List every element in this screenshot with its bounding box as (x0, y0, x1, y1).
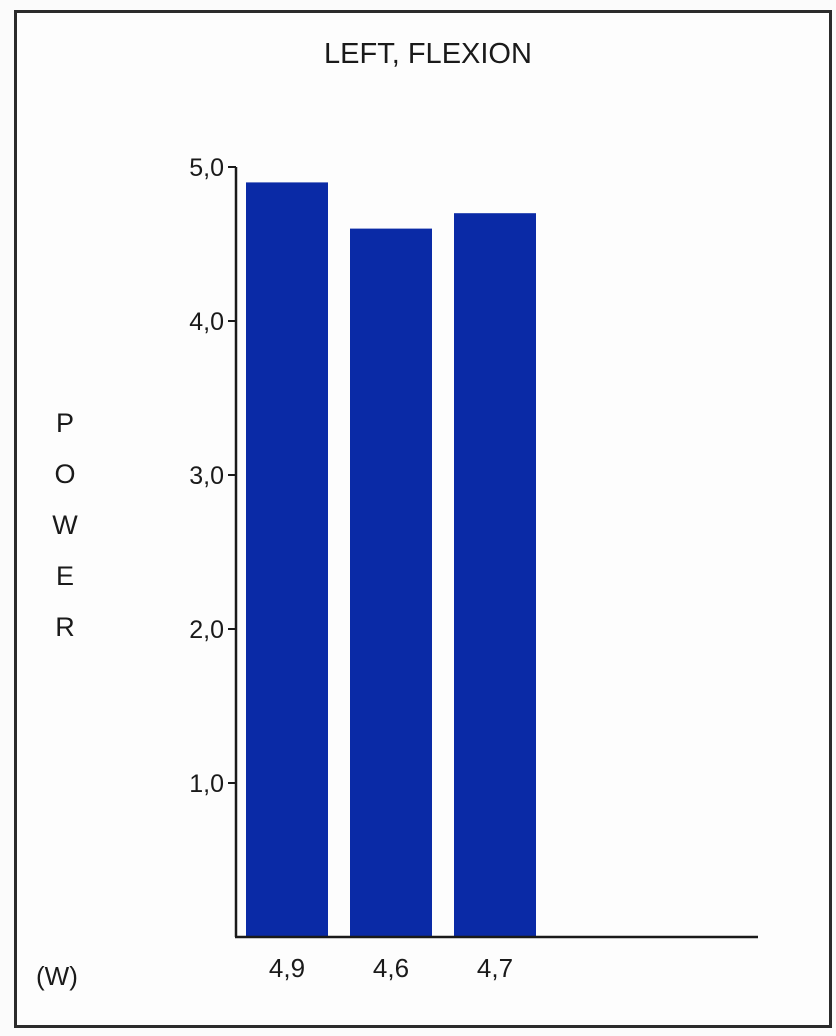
y-tick-label: 1,0 (189, 770, 224, 798)
y-tick-label: 2,0 (189, 616, 224, 644)
x-category-label: 4,9 (269, 953, 305, 983)
y-tick-label: 5,0 (189, 154, 224, 182)
y-tick-label: 4,0 (189, 308, 224, 336)
y-label-letter: E (56, 561, 74, 591)
y-label-letter: R (55, 612, 75, 642)
y-label-letter: O (54, 459, 75, 489)
bars-group (246, 182, 536, 938)
x-category-label: 4,6 (373, 953, 409, 983)
bar-3 (454, 213, 536, 937)
unit-label: (W) (36, 961, 78, 991)
bar-1 (246, 182, 328, 937)
x-labels-group: 4,9 4,6 4,7 (269, 953, 513, 983)
y-label-letter: W (52, 510, 78, 540)
y-tick-label: 3,0 (189, 462, 224, 490)
axes-group (234, 167, 758, 939)
y-ticks-group: 1,0 2,0 3,0 4,0 5,0 (189, 154, 236, 798)
chart-title: LEFT, FLEXION (324, 38, 532, 70)
x-category-label: 4,7 (477, 953, 513, 983)
bar-2 (350, 228, 432, 938)
y-label-letter: P (56, 408, 74, 438)
